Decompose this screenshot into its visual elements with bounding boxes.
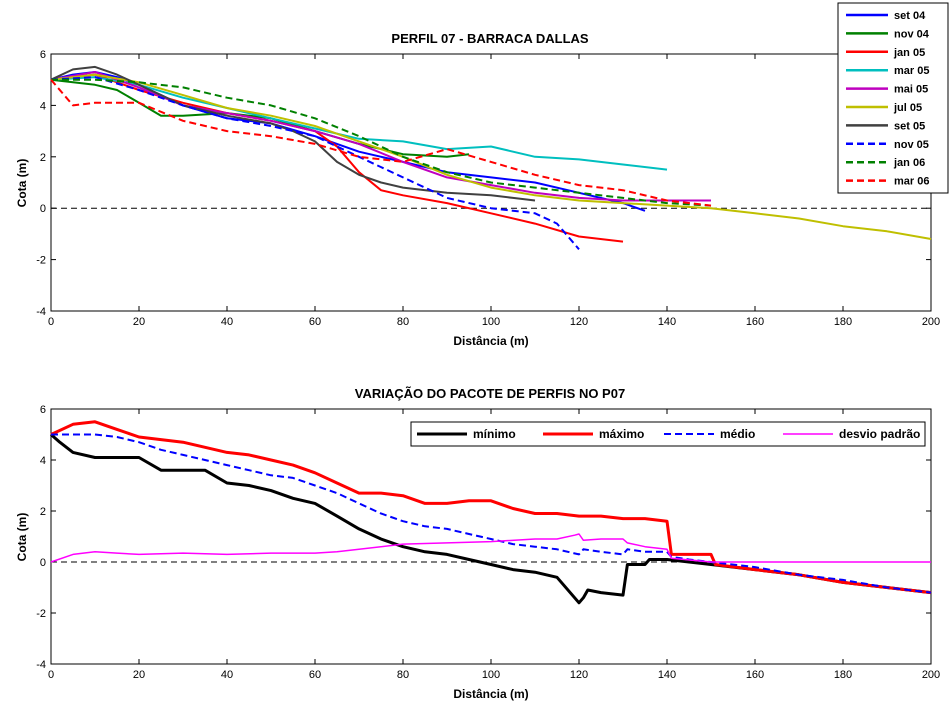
- y-tick-label: 2: [40, 506, 46, 518]
- legend-label: set 04: [894, 10, 926, 22]
- series-line: [50, 73, 932, 240]
- legend-label: máximo: [599, 427, 644, 441]
- x-tick-label: 80: [397, 669, 409, 681]
- x-tick-label: 120: [570, 669, 588, 681]
- x-tick-label: 60: [309, 316, 321, 328]
- series-lines: [50, 420, 932, 605]
- chart-title: VARIAÇÃO DO PACOTE DE PERFIS NO P07: [355, 386, 625, 401]
- y-tick-label: -4: [36, 306, 46, 318]
- legend-label: mar 06: [894, 176, 929, 188]
- series-line: [50, 76, 668, 171]
- x-tick-label: 20: [133, 669, 145, 681]
- legend-label: jan 05: [893, 47, 925, 59]
- x-tick-label: 100: [482, 669, 500, 681]
- series-line: [51, 78, 712, 207]
- series-line: [50, 76, 580, 250]
- series-line: [50, 65, 536, 202]
- x-tick-label: 160: [746, 669, 764, 681]
- series-line: [50, 71, 711, 202]
- y-tick-label: 0: [40, 203, 46, 215]
- axis-ticks: 0 20 40 60 80 100 120 140 160 180 200 -4 -2 0 2 4 6: [36, 49, 940, 328]
- x-tick-label: 140: [658, 669, 676, 681]
- series-line: [50, 433, 932, 605]
- y-tick-label: 2: [40, 152, 46, 164]
- y-tick-label: -4: [36, 659, 46, 671]
- series-line: [51, 433, 932, 594]
- variation-chart: VARIAÇÃO DO PACOTE DE PERFIS NO P07 0 20 4…: [15, 386, 940, 701]
- legend-label: nov 04: [894, 28, 930, 40]
- x-tick-label: 40: [221, 669, 233, 681]
- series-lines: [50, 65, 932, 250]
- x-tick-label: 20: [133, 316, 145, 328]
- y-tick-label: 6: [40, 49, 46, 61]
- legend-label: mar 05: [894, 65, 929, 77]
- x-tick-label: 200: [922, 316, 940, 328]
- x-tick-label: 100: [482, 316, 500, 328]
- series-line: [50, 533, 931, 563]
- x-axis-label: Distância (m): [453, 687, 528, 701]
- x-tick-label: 60: [309, 669, 321, 681]
- x-tick-label: 120: [570, 316, 588, 328]
- chart-title: PERFIL 07 - BARRACA DALLAS: [391, 31, 589, 46]
- y-tick-label: -2: [36, 608, 46, 620]
- legend-label: jul 05: [893, 102, 922, 114]
- y-tick-label: 4: [40, 455, 46, 467]
- legend-label: nov 05: [894, 139, 929, 151]
- legend-label: mínimo: [473, 427, 516, 441]
- series-line: [50, 71, 646, 212]
- x-tick-label: 160: [746, 316, 764, 328]
- legend-label: desvio padrão: [839, 427, 920, 441]
- x-tick-label: 80: [397, 316, 409, 328]
- legend: set 04 nov 04 jan 05 mar 05 mai 05 jul 05 set …: [837, 2, 949, 194]
- legend-label: médio: [720, 427, 755, 441]
- series-line: [50, 420, 932, 595]
- plot-area: [50, 408, 932, 665]
- legend: mínimo máximo médio desvio padrão: [410, 421, 926, 447]
- profile-chart: PERFIL 07 - BARRACA DALLAS 0 20 40 60 80 100 1…: [15, 2, 949, 348]
- x-tick-label: 0: [48, 316, 54, 328]
- legend-label: set 05: [894, 120, 925, 132]
- x-tick-label: 180: [834, 316, 852, 328]
- x-axis-label: Distância (m): [453, 334, 528, 348]
- y-tick-label: -2: [36, 255, 46, 267]
- x-tick-label: 200: [922, 669, 940, 681]
- legend-label: jan 06: [893, 157, 925, 169]
- x-tick-label: 0: [48, 669, 54, 681]
- x-tick-label: 180: [834, 669, 852, 681]
- y-tick-label: 6: [40, 404, 46, 416]
- x-tick-label: 140: [658, 316, 676, 328]
- y-tick-label: 0: [40, 557, 46, 569]
- legend-box: [837, 2, 949, 194]
- legend-label: mai 05: [894, 84, 928, 96]
- y-axis-label: Cota (m): [15, 513, 29, 562]
- x-tick-label: 40: [221, 316, 233, 328]
- y-tick-label: 4: [40, 100, 46, 112]
- y-axis-label: Cota (m): [15, 159, 29, 208]
